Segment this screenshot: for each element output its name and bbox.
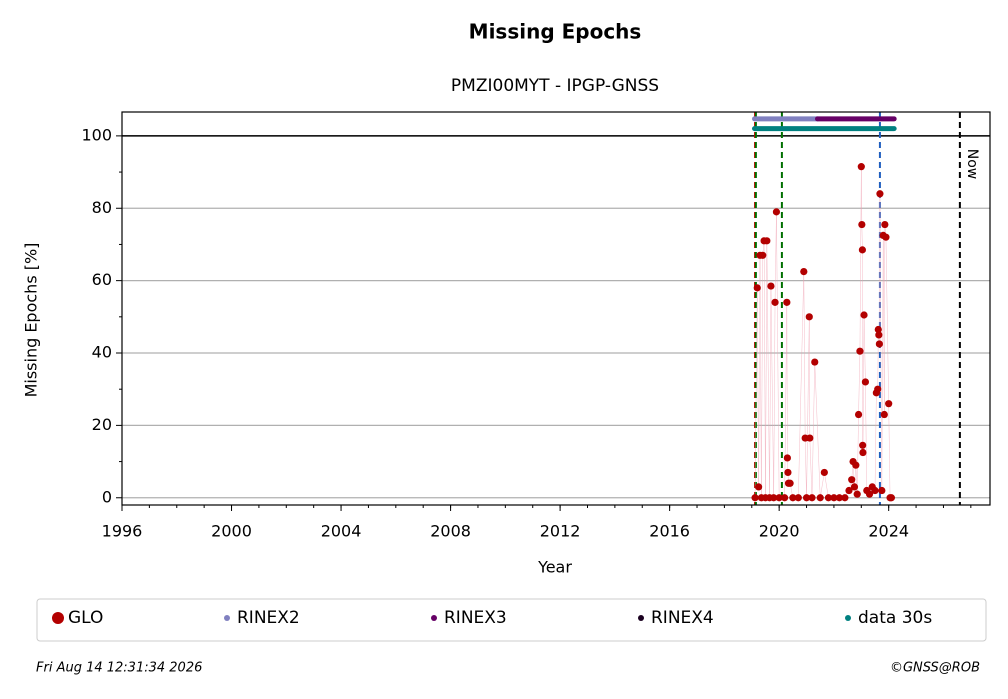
data-point: [874, 385, 882, 393]
y-tick-label: 0: [102, 487, 112, 506]
data-point: [789, 494, 797, 502]
data-point: [759, 251, 767, 259]
data-point: [850, 483, 859, 491]
data-point: [881, 220, 889, 229]
x-tick-label: 2024: [868, 522, 909, 541]
data-point: [854, 410, 863, 419]
data-point: [783, 298, 791, 306]
data-point: [781, 494, 789, 502]
legend-label: RINEX2: [237, 608, 300, 628]
data-point: [794, 494, 802, 502]
data-point: [800, 267, 808, 276]
x-tick-label: 2004: [321, 522, 362, 541]
data-point: [808, 494, 816, 502]
y-tick-label: 40: [92, 343, 112, 362]
data-point: [858, 220, 866, 229]
data-point: [859, 441, 867, 449]
data-point: [783, 454, 791, 462]
data-point: [772, 208, 781, 216]
chart-title: Missing Epochs: [469, 20, 642, 44]
y-tick-label: 20: [92, 415, 112, 434]
data-point: [767, 282, 775, 290]
data-point: [857, 163, 865, 171]
x-tick-label: 2000: [211, 522, 252, 541]
x-axis-label: Year: [537, 558, 572, 577]
data-point: [786, 479, 794, 487]
data-point: [858, 246, 867, 254]
data-point: [802, 494, 811, 502]
data-point: [830, 494, 838, 502]
data-point: [811, 358, 819, 366]
data-point: [878, 486, 886, 495]
data-point: [875, 331, 883, 339]
legend-label: RINEX3: [444, 608, 507, 628]
data-point: [887, 494, 896, 502]
chart-subtitle: PMZI00MYT - IPGP-GNSS: [451, 76, 659, 96]
data-point: [751, 494, 759, 502]
x-tick-label: 2020: [759, 522, 800, 541]
data-point: [865, 490, 874, 498]
y-axis-label: Missing Epochs [%]: [22, 243, 41, 398]
legend-marker: [52, 612, 64, 624]
legend-label: data 30s: [858, 608, 932, 628]
legend-marker: [638, 615, 644, 621]
data-point: [771, 298, 779, 306]
data-point: [806, 434, 814, 442]
event-label: Now: [964, 149, 980, 180]
data-point: [885, 400, 893, 408]
x-tick-label: 2012: [540, 522, 581, 541]
data-point: [824, 494, 833, 502]
data-point: [841, 494, 849, 502]
data-point: [874, 325, 882, 334]
data-point: [763, 237, 771, 245]
footer-date: Fri Aug 14 12:31:34 2026: [36, 661, 202, 676]
x-tick-label: 2008: [430, 522, 471, 541]
legend-label: RINEX4: [651, 608, 714, 628]
data-point: [816, 494, 824, 502]
data-point: [859, 448, 867, 457]
data-point: [860, 311, 868, 319]
data-point: [880, 410, 888, 419]
data-point: [845, 486, 853, 495]
x-tick-label: 1996: [102, 522, 143, 541]
data-point: [835, 494, 844, 502]
y-tick-label: 80: [92, 198, 112, 217]
series-line: [754, 166, 892, 499]
data-point: [853, 490, 861, 498]
x-tick-label: 2016: [649, 522, 690, 541]
y-tick-label: 100: [81, 125, 112, 144]
data-point: [852, 461, 860, 469]
footer-credit: ©GNSS@ROB: [890, 661, 980, 676]
data-point: [856, 347, 864, 355]
data-point: [784, 468, 792, 477]
data-point: [770, 494, 778, 502]
legend-marker: [845, 615, 851, 621]
y-tick-label: 60: [92, 270, 112, 289]
data-point: [753, 284, 761, 292]
legend-marker: [431, 615, 437, 621]
data-point: [871, 486, 879, 495]
data-point: [848, 476, 856, 484]
data-point: [755, 483, 763, 491]
data-point: [876, 190, 884, 198]
legend-box: [36, 598, 987, 642]
data-point: [861, 378, 870, 386]
data-point: [875, 340, 883, 348]
data-point: [805, 313, 813, 321]
data-point: [820, 468, 828, 477]
legend-marker: [224, 615, 230, 621]
legend-label: GLO: [68, 608, 103, 628]
data-point: [775, 494, 783, 502]
data-point: [882, 233, 890, 241]
plot-frame: [121, 111, 991, 506]
